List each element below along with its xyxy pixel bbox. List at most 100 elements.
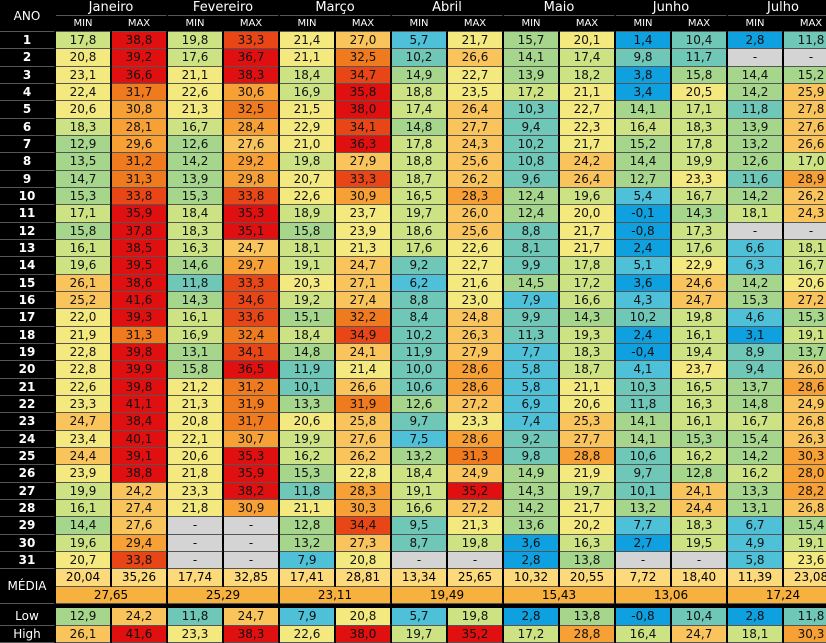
temp-cell: 24,9: [784, 395, 826, 414]
temp-cell: 18,8: [392, 83, 447, 102]
temp-cell: 24,3: [784, 205, 826, 223]
temp-cell: 7,9: [280, 551, 335, 570]
temp-cell: 37,8: [112, 222, 167, 240]
temp-cell: 21,4: [336, 361, 391, 379]
temp-cell: 15,2: [784, 66, 826, 84]
temp-cell: 13,2: [616, 499, 671, 518]
day-label: 5: [0, 101, 55, 119]
temp-cell: 23,4: [56, 430, 111, 448]
temp-cell: 14,5: [504, 274, 559, 292]
temp-cell: -: [672, 551, 727, 570]
temp-cell: 20,6: [168, 447, 223, 466]
temp-cell: 2,8: [504, 551, 559, 570]
media-value: 35,26: [112, 569, 167, 587]
temp-cell: 6,6: [728, 239, 783, 258]
day-label: 6: [0, 118, 55, 136]
day-label: 19: [0, 343, 55, 362]
media-value: 10,32: [504, 569, 559, 587]
temp-cell: 15,3: [168, 187, 223, 206]
temp-cell: 22,1: [168, 430, 223, 448]
temp-cell: 18,4: [280, 326, 335, 344]
temp-cell: 14,8: [728, 395, 783, 414]
temp-cell: -: [168, 534, 223, 552]
day-label: 2: [0, 49, 55, 67]
temp-cell: 22,6: [168, 83, 223, 102]
temp-cell: 26,6: [336, 378, 391, 396]
temp-cell: 27,6: [224, 135, 279, 154]
max-subheader: MAX: [112, 16, 167, 32]
temp-cell: 24,4: [56, 447, 111, 466]
temp-cell: 23,1: [56, 66, 111, 84]
temp-cell: 11,9: [280, 361, 335, 379]
temp-cell: 20,8: [336, 551, 391, 570]
temp-cell: 27,0: [336, 32, 391, 50]
temp-cell: 19,8: [280, 153, 335, 171]
temp-cell: 21,8: [168, 499, 223, 518]
temp-cell: 19,9: [56, 482, 111, 500]
temp-cell: 16,9: [280, 83, 335, 102]
temp-cell: 21,7: [560, 499, 615, 518]
high-value: 28,8: [560, 625, 615, 643]
temp-cell: 35,3: [224, 205, 279, 223]
temp-cell: 3,4: [616, 83, 671, 102]
high-value: 23,3: [168, 625, 223, 643]
temp-cell: 6,3: [728, 257, 783, 275]
high-value: 19,7: [392, 625, 447, 643]
temp-cell: 15,3: [784, 309, 826, 327]
temp-cell: 17,6: [392, 239, 447, 258]
day-label: 24: [0, 430, 55, 448]
temp-cell: 24,7: [56, 413, 111, 431]
temp-cell: 27,4: [336, 291, 391, 310]
temp-cell: 18,4: [392, 465, 447, 483]
monthly-average: 23,11: [280, 586, 391, 604]
temp-cell: 9,9: [504, 309, 559, 327]
temp-cell: 27,1: [336, 274, 391, 292]
temp-cell: 17,3: [672, 222, 727, 240]
temp-cell: 28,6: [448, 430, 503, 448]
temp-cell: 22,8: [336, 465, 391, 483]
temp-cell: 14,1: [616, 101, 671, 119]
temp-cell: 39,8: [112, 378, 167, 396]
temp-cell: 5,1: [616, 257, 671, 275]
temp-cell: -: [448, 551, 503, 570]
high-value: 30,3: [784, 625, 826, 643]
temp-cell: 4,6: [728, 309, 783, 327]
day-label: 1: [0, 32, 55, 50]
temp-cell: 26,1: [56, 274, 111, 292]
low-value: 2,8: [504, 608, 559, 626]
temp-cell: 10,6: [616, 447, 671, 466]
temp-cell: 39,8: [112, 343, 167, 362]
temp-cell: 34,1: [336, 118, 391, 136]
media-value: 17,74: [168, 569, 223, 587]
temp-cell: 22,8: [56, 361, 111, 379]
temp-cell: 11,8: [168, 274, 223, 292]
max-subheader: MAX: [448, 16, 503, 32]
temp-cell: 17,8: [56, 32, 111, 50]
day-label: 9: [0, 170, 55, 188]
temp-cell: 13,8: [560, 551, 615, 570]
temp-cell: 18,6: [392, 222, 447, 240]
temp-cell: 8,7: [392, 534, 447, 552]
day-label: 21: [0, 378, 55, 396]
temp-cell: 30,8: [112, 101, 167, 119]
temp-cell: 28,3: [336, 482, 391, 500]
temp-cell: 27,2: [784, 291, 826, 310]
temp-cell: 22,4: [56, 83, 111, 102]
temp-cell: 31,9: [336, 395, 391, 414]
temp-cell: 30,3: [784, 447, 826, 466]
temp-cell: 16,3: [560, 534, 615, 552]
temp-cell: 38,4: [112, 413, 167, 431]
temp-cell: 14,1: [616, 430, 671, 448]
temp-cell: 12,9: [56, 135, 111, 154]
temp-cell: 38,2: [224, 482, 279, 500]
temp-cell: 31,7: [224, 413, 279, 431]
temp-cell: 12,6: [392, 395, 447, 414]
temp-cell: 20,0: [560, 205, 615, 223]
temp-cell: 2,7: [616, 534, 671, 552]
low-value: 12,9: [56, 608, 111, 626]
temp-cell: 9,9: [504, 257, 559, 275]
temp-cell: 21,7: [560, 222, 615, 240]
temp-cell: 13,7: [784, 343, 826, 362]
temp-cell: 11,3: [504, 326, 559, 344]
temp-cell: 19,4: [672, 343, 727, 362]
